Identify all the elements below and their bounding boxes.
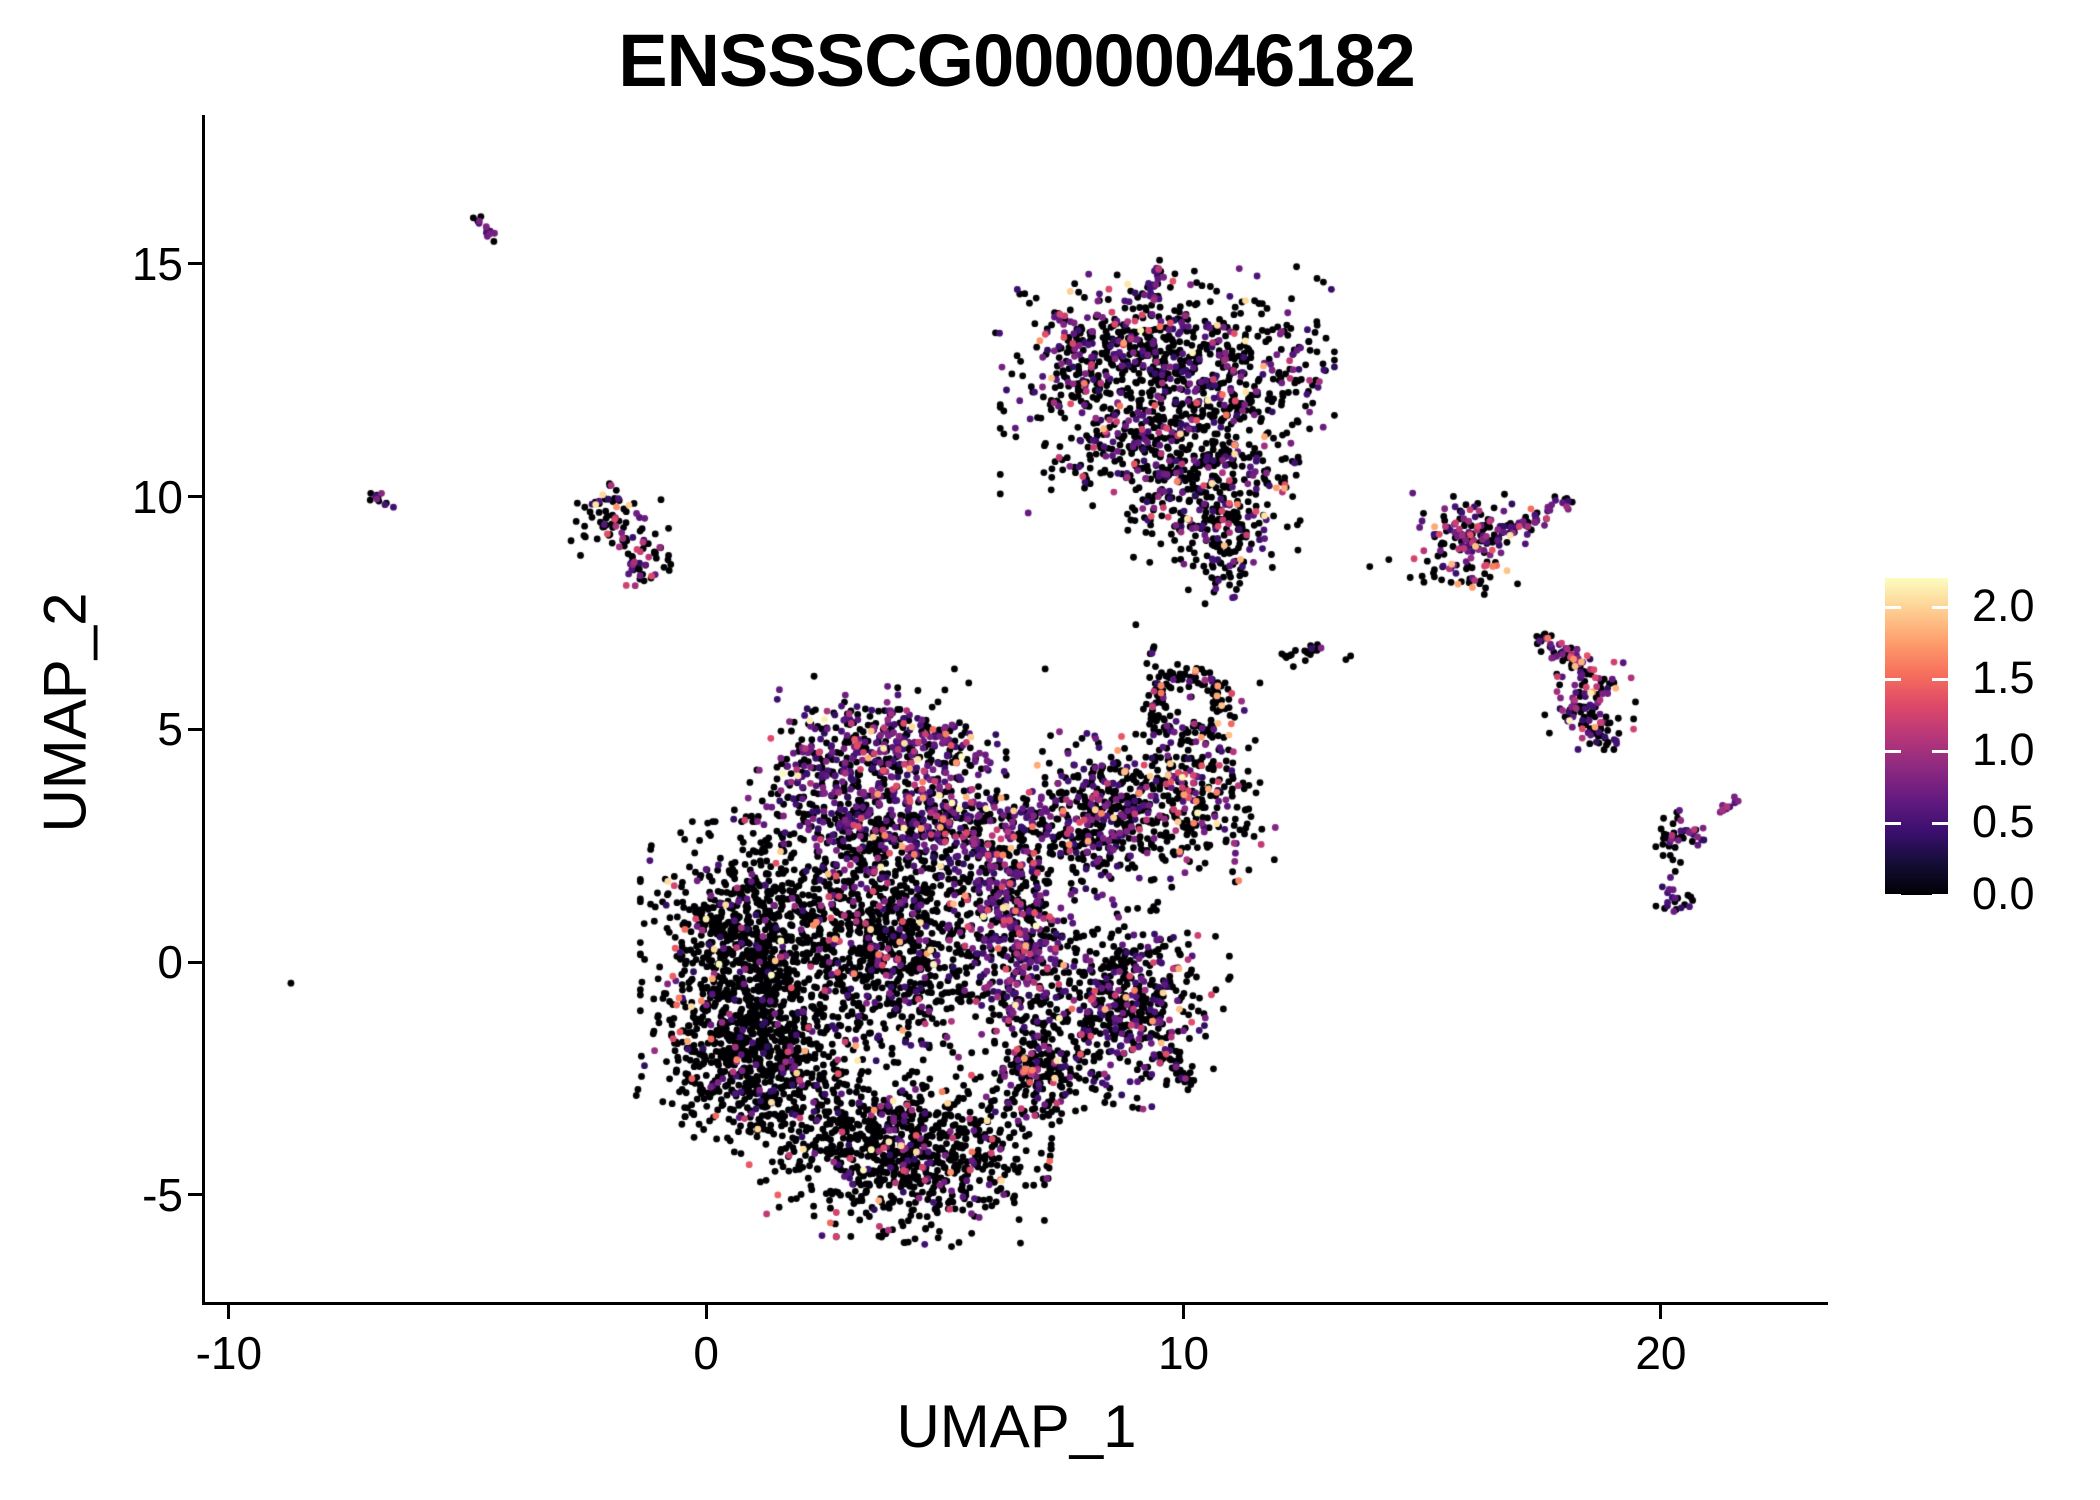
- x-tick-label: 0: [693, 1327, 720, 1379]
- x-tick-label: 10: [1157, 1327, 1210, 1379]
- y-tick-mark: [188, 262, 202, 266]
- colorbar-tick-label: 1.5: [1972, 651, 2035, 703]
- y-tick-mark: [188, 495, 202, 499]
- y-tick-mark: [188, 960, 202, 964]
- colorbar-tick-label: 1.0: [1972, 723, 2035, 775]
- y-tick-label: 10: [131, 470, 183, 523]
- colorbar-tick-mark: [1932, 605, 1948, 609]
- y-tick-label: 15: [131, 237, 183, 290]
- plot-title: ENSSSCG00000046182: [618, 19, 1416, 102]
- colorbar-tick-mark: [1885, 821, 1901, 825]
- x-tick-mark: [704, 1305, 708, 1319]
- y-tick-mark: [188, 1193, 202, 1197]
- colorbar-tick-mark: [1885, 605, 1901, 609]
- colorbar-tick-label: 0.0: [1972, 868, 2035, 919]
- colorbar-tick-label: 2.0: [1972, 579, 2035, 631]
- y-tick-label: 5: [157, 703, 183, 756]
- x-axis-title: UMAP_1: [896, 1393, 1137, 1460]
- y-axis-title: UMAP_2: [31, 592, 99, 833]
- colorbar-tick-mark: [1932, 894, 1948, 897]
- x-axis-line: [202, 1302, 1828, 1305]
- colorbar-tick-mark: [1885, 749, 1901, 753]
- x-tick-label: -10: [195, 1327, 263, 1379]
- x-tick-label: 20: [1635, 1327, 1687, 1379]
- x-tick-mark: [1182, 1305, 1186, 1319]
- y-axis-line: [202, 115, 205, 1305]
- y-tick-label: -5: [142, 1168, 183, 1221]
- colorbar-tick-mark: [1932, 821, 1948, 825]
- colorbar-tick-mark: [1932, 677, 1948, 681]
- y-tick-label: 0: [157, 936, 183, 989]
- y-tick-mark: [188, 727, 202, 731]
- colorbar-tick-label: 0.5: [1972, 795, 2035, 847]
- colorbar-tick-mark: [1932, 749, 1948, 753]
- x-tick-mark: [1659, 1305, 1663, 1319]
- x-tick-mark: [227, 1305, 231, 1319]
- colorbar-tick-mark: [1885, 677, 1901, 681]
- colorbar-tick-mark: [1885, 894, 1901, 897]
- colorbar-gradient: [1885, 578, 1948, 895]
